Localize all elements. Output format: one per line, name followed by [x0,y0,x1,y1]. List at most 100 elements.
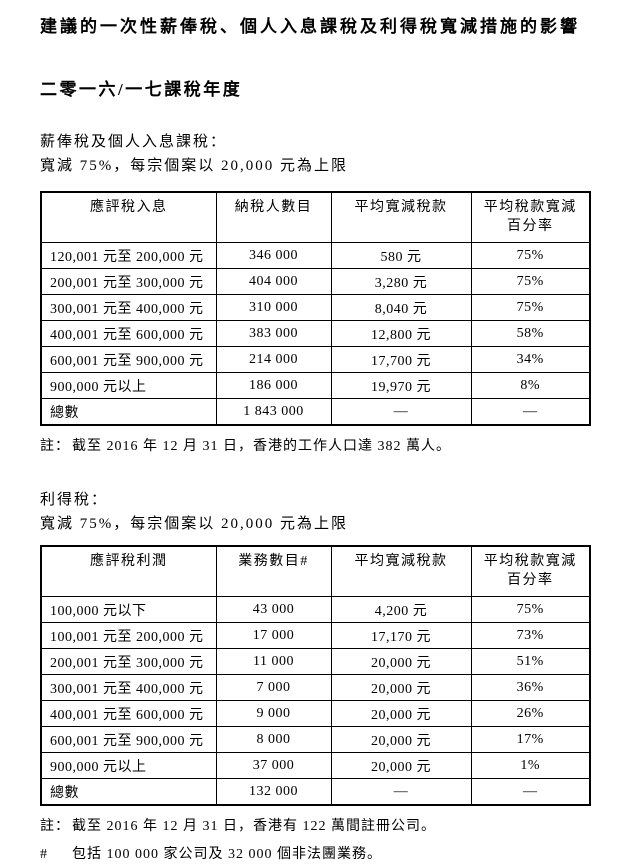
cell-business-count: 8 000 [215,726,332,753]
cell-taxpayer-count: 346 000 [215,242,332,269]
cell-taxpayer-count: 404 000 [215,268,332,295]
salaries-tax-cap-line: 寬減 75%，每宗個案以 20,000 元為上限 [40,158,348,174]
cell-taxpayer-count: 214 000 [215,346,332,373]
cell-income-range: 900,000 元以上 [40,372,217,399]
footnote-label: # [40,847,48,862]
column-header-average-percentage: 平均稅款寬減 百分率 [470,191,591,243]
cell-average-percentage: 51% [470,648,591,675]
table-row: 900,000 元以上 37 000 20,000 元 1% [40,752,591,779]
cell-income-range: 120,001 元至 200,000 元 [40,242,217,269]
cell-average-percentage: 75% [470,294,591,321]
cell-business-count: 7 000 [215,674,332,701]
cell-taxpayer-count: 383 000 [215,320,332,347]
cell-total-label: 總數 [40,398,217,426]
cell-average-reduction: 3,280 元 [330,268,472,295]
table-row: 300,001 元至 400,000 元 7 000 20,000 元 36% [40,674,591,701]
cell-income-range: 300,001 元至 400,000 元 [40,294,217,321]
cell-profit-range: 100,000 元以下 [40,596,217,623]
cell-business-count: 37 000 [215,752,332,779]
table-row: 300,001 元至 400,000 元 310 000 8,040 元 75% [40,294,591,321]
cell-total-count: 1 843 000 [215,398,332,426]
cell-average-percentage: 1% [470,752,591,779]
cell-total-label: 總數 [40,778,217,806]
cell-average-percentage: 58% [470,320,591,347]
column-header-average-percentage: 平均稅款寬減 百分率 [470,545,591,597]
profits-tax-footnote: # 包括 100 000 家公司及 32 000 個非法團業務。 [40,845,589,865]
cell-taxpayer-count: 186 000 [215,372,332,399]
profits-tax-cap-line: 寬減 75%，每宗個案以 20,000 元為上限 [40,516,348,532]
cell-total-reduction-dash: — [330,778,472,806]
cell-total-reduction-dash: — [330,398,472,426]
profits-tax-table: 應評稅利潤 業務數目# 平均寬減稅款 平均稅款寬減 百分率 100,000 元以… [40,545,591,806]
cell-business-count: 11 000 [215,648,332,675]
table-row: 600,001 元至 900,000 元 214 000 17,700 元 34… [40,346,591,373]
table-row: 120,001 元至 200,000 元 346 000 580 元 75% [40,242,591,269]
column-header-taxpayer-count: 納稅人數目 [215,191,332,243]
table-header-row: 應評稅入息 納稅人數目 平均寬減稅款 平均稅款寬減 百分率 [40,191,591,243]
column-header-business-count: 業務數目# [215,545,332,597]
salaries-tax-table: 應評稅入息 納稅人數目 平均寬減稅款 平均稅款寬減 百分率 120,001 元至… [40,191,591,426]
cell-profit-range: 400,001 元至 600,000 元 [40,700,217,727]
cell-total-percentage-dash: — [470,778,591,806]
table-row: 100,001 元至 200,000 元 17 000 17,170 元 73% [40,622,591,649]
cell-average-reduction: 20,000 元 [330,726,472,753]
cell-income-range: 400,001 元至 600,000 元 [40,320,217,347]
table-total-row: 總數 1 843 000 — — [40,398,591,426]
profits-tax-heading: 利得稅： [40,492,109,508]
document-title: 建議的一次性薪俸稅、個人入息課稅及利得稅寬減措施的影響 [40,17,580,36]
cell-average-percentage: 73% [470,622,591,649]
table-row: 400,001 元至 600,000 元 383 000 12,800 元 58… [40,320,591,347]
footnote-text: 包括 100 000 家公司及 32 000 個非法團業務。 [72,847,382,862]
cell-average-reduction: 580 元 [330,242,472,269]
cell-average-percentage: 75% [470,268,591,295]
table-row: 900,000 元以上 186 000 19,970 元 8% [40,372,591,399]
salaries-tax-heading: 薪俸稅及個人入息課稅： [40,134,228,150]
cell-profit-range: 900,000 元以上 [40,752,217,779]
note-label: 註： [40,439,70,454]
salaries-tax-note: 註： 截至 2016 年 12 月 31 日，香港的工作人口達 382 萬人。 [40,437,589,457]
cell-average-reduction: 12,800 元 [330,320,472,347]
note-text: 截至 2016 年 12 月 31 日，香港的工作人口達 382 萬人。 [72,439,451,454]
table-header-row: 應評稅利潤 業務數目# 平均寬減稅款 平均稅款寬減 百分率 [40,545,591,597]
salaries-tax-section-heading: 薪俸稅及個人入息課稅： 寬減 75%，每宗個案以 20,000 元為上限 [40,130,589,178]
cell-average-percentage: 17% [470,726,591,753]
cell-average-percentage: 75% [470,596,591,623]
profits-tax-section-heading: 利得稅： 寬減 75%，每宗個案以 20,000 元為上限 [40,488,589,536]
cell-profit-range: 100,001 元至 200,000 元 [40,622,217,649]
cell-average-reduction: 4,200 元 [330,596,472,623]
table-row: 200,001 元至 300,000 元 11 000 20,000 元 51% [40,648,591,675]
cell-total-percentage-dash: — [470,398,591,426]
column-header-average-reduction: 平均寬減稅款 [330,545,472,597]
cell-average-reduction: 20,000 元 [330,648,472,675]
note-label: 註： [40,819,70,834]
cell-average-reduction: 19,970 元 [330,372,472,399]
table-row: 400,001 元至 600,000 元 9 000 20,000 元 26% [40,700,591,727]
cell-business-count: 9 000 [215,700,332,727]
cell-average-reduction: 20,000 元 [330,700,472,727]
column-header-assessable-income: 應評稅入息 [40,191,217,243]
table-row: 600,001 元至 900,000 元 8 000 20,000 元 17% [40,726,591,753]
cell-profit-range: 300,001 元至 400,000 元 [40,674,217,701]
column-header-average-reduction: 平均寬減稅款 [330,191,472,243]
cell-average-percentage: 26% [470,700,591,727]
cell-income-range: 600,001 元至 900,000 元 [40,346,217,373]
cell-business-count: 43 000 [215,596,332,623]
cell-average-percentage: 8% [470,372,591,399]
cell-average-percentage: 75% [470,242,591,269]
cell-average-reduction: 8,040 元 [330,294,472,321]
column-header-assessable-profits: 應評稅利潤 [40,545,217,597]
table-row: 100,000 元以下 43 000 4,200 元 75% [40,596,591,623]
cell-average-reduction: 17,170 元 [330,622,472,649]
cell-profit-range: 200,001 元至 300,000 元 [40,648,217,675]
cell-income-range: 200,001 元至 300,000 元 [40,268,217,295]
cell-taxpayer-count: 310 000 [215,294,332,321]
cell-profit-range: 600,001 元至 900,000 元 [40,726,217,753]
tax-year-heading: 二零一六/一七課稅年度 [40,80,243,99]
note-text: 截至 2016 年 12 月 31 日，香港有 122 萬間註冊公司。 [72,819,436,834]
cell-average-reduction: 20,000 元 [330,752,472,779]
cell-business-count: 17 000 [215,622,332,649]
cell-total-count: 132 000 [215,778,332,806]
table-total-row: 總數 132 000 — — [40,778,591,806]
cell-average-reduction: 17,700 元 [330,346,472,373]
